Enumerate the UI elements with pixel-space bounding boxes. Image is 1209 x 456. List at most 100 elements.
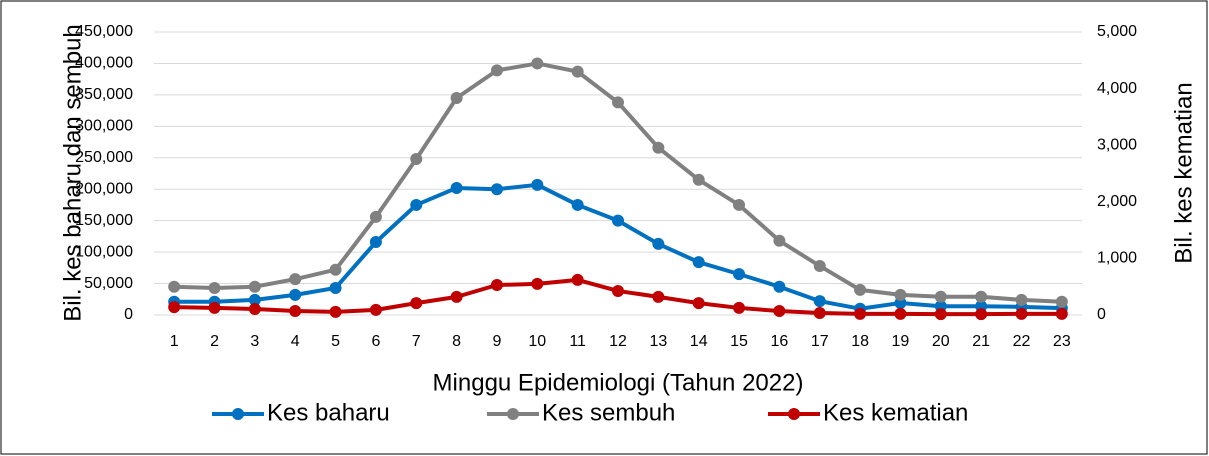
y2-tick-label: 0 xyxy=(1097,306,1106,323)
data-point xyxy=(248,303,261,316)
data-point xyxy=(410,153,423,166)
y-tick-label: 50,000 xyxy=(84,275,133,292)
data-point xyxy=(733,301,746,314)
data-point xyxy=(369,303,382,316)
data-point xyxy=(329,281,342,294)
data-point xyxy=(692,297,705,310)
x-tick-label: 20 xyxy=(932,333,950,350)
data-point xyxy=(289,288,302,301)
y-tick-label: 0 xyxy=(124,306,133,323)
data-point xyxy=(208,301,221,314)
x-tick-label: 11 xyxy=(569,333,586,350)
data-point xyxy=(773,280,786,293)
data-point xyxy=(813,295,826,308)
data-point xyxy=(692,256,705,269)
x-tick-label: 10 xyxy=(528,333,546,350)
legend-marker xyxy=(788,408,800,420)
data-point xyxy=(733,268,746,281)
data-point xyxy=(975,290,988,303)
data-point xyxy=(652,141,665,154)
data-point xyxy=(773,234,786,247)
data-point xyxy=(934,308,947,321)
data-point xyxy=(1015,307,1028,320)
data-point xyxy=(531,178,544,191)
data-point xyxy=(168,301,181,314)
data-point xyxy=(975,308,988,321)
legend-label: Kes baharu xyxy=(267,399,390,426)
y-tick-label: 350,000 xyxy=(75,86,133,103)
data-point xyxy=(612,284,624,297)
data-point xyxy=(531,277,544,290)
y2-tick-label: 5,000 xyxy=(1097,23,1137,40)
data-point xyxy=(854,307,867,320)
data-point xyxy=(934,290,947,303)
x-tick-label: 15 xyxy=(730,333,748,350)
data-point xyxy=(450,92,463,105)
x-tick-label: 21 xyxy=(972,333,990,350)
data-point xyxy=(329,305,342,318)
legend-marker xyxy=(232,408,244,420)
x-tick-label: 4 xyxy=(291,333,300,350)
data-point xyxy=(652,290,665,303)
x-tick-label: 6 xyxy=(371,333,380,350)
y-tick-label: 100,000 xyxy=(75,243,133,260)
data-point xyxy=(208,281,221,294)
x-tick-label: 17 xyxy=(811,333,829,350)
y2-tick-label: 1,000 xyxy=(1097,250,1137,267)
data-point xyxy=(450,181,463,194)
x-tick-label: 12 xyxy=(609,333,627,350)
x-tick-label: 3 xyxy=(250,333,259,350)
x-tick-label: 2 xyxy=(210,333,219,350)
x-tick-label: 9 xyxy=(493,333,502,350)
legend-marker xyxy=(507,408,519,420)
data-point xyxy=(490,279,503,292)
data-point xyxy=(289,273,302,286)
x-tick-label: 7 xyxy=(412,333,421,350)
data-point xyxy=(410,198,423,211)
data-point xyxy=(1055,307,1068,320)
x-tick-label: 23 xyxy=(1053,333,1071,350)
data-point xyxy=(1055,295,1068,308)
x-tick-label: 22 xyxy=(1013,333,1031,350)
data-point xyxy=(773,305,786,318)
y-axis-title: Bil. kes baharu dan sembuh xyxy=(59,24,86,322)
y-tick-label: 250,000 xyxy=(75,149,133,166)
y2-tick-label: 4,000 xyxy=(1097,80,1137,97)
y-tick-label: 300,000 xyxy=(75,118,133,135)
data-point xyxy=(813,259,826,272)
y-tick-label: 150,000 xyxy=(75,212,133,229)
x-tick-label: 13 xyxy=(649,333,667,350)
legend-label: Kes kematian xyxy=(823,399,968,426)
y2-tick-label: 3,000 xyxy=(1097,136,1137,153)
data-point xyxy=(612,96,624,109)
data-point xyxy=(612,214,624,227)
x-tick-label: 19 xyxy=(892,333,910,350)
data-point xyxy=(692,173,705,186)
data-point xyxy=(854,283,867,296)
data-point xyxy=(733,198,746,211)
data-point xyxy=(369,210,382,223)
data-point xyxy=(652,237,665,250)
data-point xyxy=(450,290,463,303)
data-point xyxy=(571,198,584,211)
data-point xyxy=(490,183,503,196)
y2-axis-title: Bil. kes kematian xyxy=(1170,82,1197,263)
data-point xyxy=(410,297,423,310)
data-point xyxy=(168,280,181,293)
data-point xyxy=(490,64,503,77)
x-tick-label: 18 xyxy=(851,333,869,350)
x-tick-label: 5 xyxy=(331,333,340,350)
data-point xyxy=(289,305,302,318)
data-point xyxy=(248,280,261,293)
data-point xyxy=(813,307,826,320)
y-tick-label: 450,000 xyxy=(75,23,133,40)
data-point xyxy=(531,57,544,70)
data-point xyxy=(329,263,342,276)
data-point xyxy=(894,307,907,320)
data-point xyxy=(894,288,907,301)
y-tick-label: 400,000 xyxy=(75,55,133,72)
legend-label: Kes sembuh xyxy=(542,399,675,426)
x-tick-label: 1 xyxy=(170,333,179,350)
